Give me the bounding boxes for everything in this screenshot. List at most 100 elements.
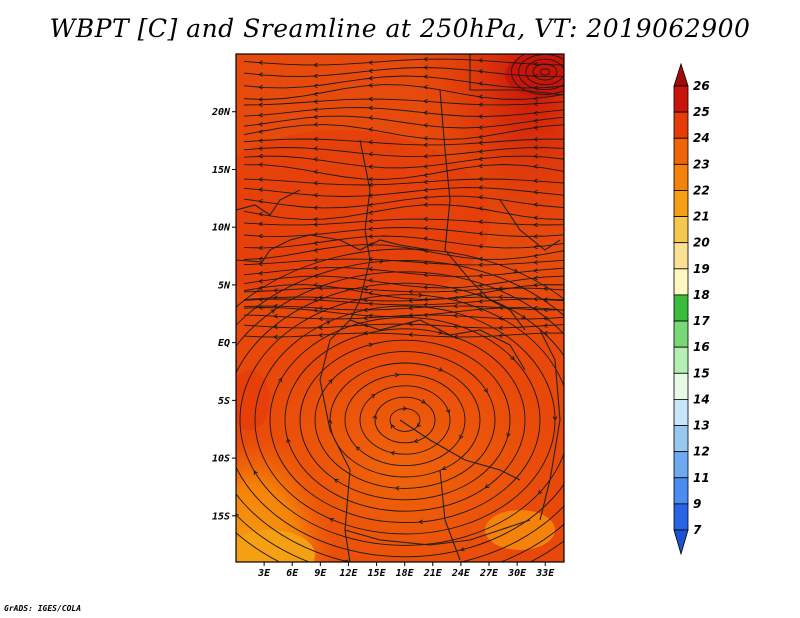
streamline xyxy=(510,54,564,95)
colorbar-label: 14 xyxy=(693,392,710,406)
streamline-arrow xyxy=(390,423,395,429)
streamline-arrow xyxy=(533,178,538,184)
streamline-arrow xyxy=(421,399,426,404)
streamline-arrow xyxy=(273,334,278,340)
streamline-arrow xyxy=(459,434,464,440)
streamline-arrow xyxy=(363,315,368,321)
streamline-arrow xyxy=(423,172,428,178)
streamline-arrow xyxy=(278,377,283,383)
streamline-arrow xyxy=(258,129,263,135)
colorbar-label: 17 xyxy=(693,314,710,328)
streamline-arrow xyxy=(313,169,318,175)
streamlines xyxy=(236,54,564,562)
streamline xyxy=(525,58,564,86)
streamline-arrow xyxy=(453,303,458,309)
colorbar-label: 26 xyxy=(693,79,710,93)
colorbar-label: 24 xyxy=(693,131,710,145)
colorbar-segment xyxy=(673,242,689,270)
streamline-arrow xyxy=(445,408,451,414)
streamline-arrow xyxy=(498,333,503,339)
streamline-arrow xyxy=(313,146,318,151)
streamline-arrow xyxy=(478,140,483,146)
streamline-arrow xyxy=(318,332,323,338)
streamline-arrow xyxy=(258,285,263,291)
streamline-arrow xyxy=(258,271,263,276)
streamline-arrow xyxy=(333,478,339,484)
streamline-arrow xyxy=(370,394,376,399)
colorbar-segment xyxy=(673,320,689,348)
streamline-arrow xyxy=(413,438,419,444)
streamline-arrow xyxy=(498,286,503,291)
streamline xyxy=(243,218,564,226)
streamline-arrow xyxy=(368,342,374,348)
streamline-arrow xyxy=(368,218,373,224)
streamline-arrow xyxy=(313,91,318,97)
streamline-arrow xyxy=(441,465,447,471)
lat-label: 5S xyxy=(218,396,230,407)
streamline-arrow xyxy=(418,519,423,525)
streamline-arrow xyxy=(368,266,373,272)
streamline xyxy=(539,68,551,76)
streamline xyxy=(243,147,564,157)
lat-label: 10N xyxy=(212,223,231,234)
streamline-arrow xyxy=(258,112,263,118)
streamline-arrow xyxy=(408,332,413,337)
streamline xyxy=(243,323,564,329)
streamline-arrow xyxy=(453,295,458,301)
streamline-arrow xyxy=(273,303,278,309)
streamline-arrow xyxy=(478,185,483,190)
streamline-arrow xyxy=(313,136,318,142)
streamline-arrow xyxy=(533,222,538,228)
streamline-arrow xyxy=(258,278,263,284)
streamline-arrow xyxy=(537,489,543,495)
colorbar-label: 9 xyxy=(693,497,701,511)
lon-label: 12E xyxy=(339,568,358,579)
colorbar-segment xyxy=(673,425,689,453)
streamline-arrow xyxy=(438,367,444,372)
streamline-arrow xyxy=(423,136,428,141)
streamline-arrow xyxy=(478,243,483,249)
streamline-arrow xyxy=(423,285,428,290)
streamline-arrow xyxy=(533,61,538,67)
streamline-arrow xyxy=(258,177,263,182)
streamline-arrow xyxy=(368,278,373,283)
streamline-arrow xyxy=(423,272,428,278)
streamline-arrow xyxy=(318,285,323,291)
streamline-arrow xyxy=(258,102,263,108)
streamline-arrow xyxy=(533,244,538,250)
streamline-arrow xyxy=(533,268,538,274)
streamline-arrow xyxy=(478,299,483,304)
longitude-axis: 3E 6E 9E 12E 15E 18E 21E 24E 27E 30E 33E xyxy=(257,562,555,579)
colorbar-segment xyxy=(673,85,689,113)
streamline-arrow xyxy=(552,416,558,421)
streamline xyxy=(359,385,451,455)
streamline-arrow xyxy=(423,154,428,159)
streamline-arrow xyxy=(533,145,538,150)
streamline-arrow xyxy=(368,68,373,74)
streamline xyxy=(243,332,564,338)
streamline-arrow xyxy=(368,234,373,239)
streamline-arrow xyxy=(533,260,538,265)
streamline-arrow xyxy=(408,305,413,311)
lat-label: 15S xyxy=(212,511,230,522)
colorbar-label: 16 xyxy=(693,340,710,354)
streamline-arrow xyxy=(423,122,428,128)
colorbar-label: 21 xyxy=(693,210,710,224)
streamline-arrow xyxy=(313,114,318,120)
streamline xyxy=(243,138,564,146)
streamline-arrow xyxy=(498,316,503,321)
country-borders xyxy=(236,54,564,562)
streamline-arrow xyxy=(498,305,503,310)
streamline-arrow xyxy=(478,262,483,268)
streamline-arrow xyxy=(423,142,428,148)
streamline-arrow xyxy=(363,297,368,303)
colorbar-label: 15 xyxy=(693,366,710,380)
streamline-arrow xyxy=(318,325,323,331)
streamline-arrow xyxy=(273,295,278,301)
streamline-arrow xyxy=(258,261,263,267)
streamline-arrow xyxy=(478,94,483,100)
streamline-arrow xyxy=(533,110,538,116)
streamline-arrow xyxy=(484,484,490,489)
streamline-arrow xyxy=(368,242,373,247)
